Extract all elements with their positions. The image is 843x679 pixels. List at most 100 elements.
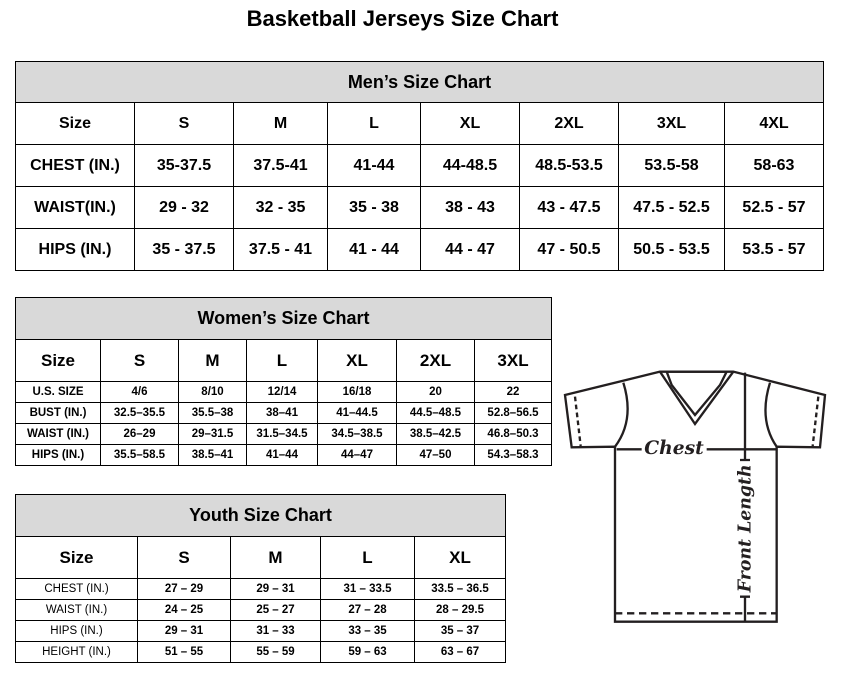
row-label: CHEST (IN.): [15, 578, 138, 600]
left-armhole: [614, 382, 629, 448]
table-cell: 55 – 59: [230, 641, 321, 663]
table-cell: 44 - 47: [420, 228, 520, 271]
table-cell: 38–41: [246, 402, 318, 424]
table-cell: 35.5–58.5: [100, 444, 179, 466]
column-header: XL: [413, 536, 507, 579]
column-header: L: [327, 102, 421, 145]
table-heading: Men’s Size Chart: [15, 61, 824, 103]
table-cell: 16/18: [317, 381, 397, 403]
table-cell: 29 – 31: [230, 578, 321, 600]
table-cell: 35.5–38: [178, 402, 247, 424]
table-cell: 31.5–34.5: [246, 423, 318, 445]
column-header: M: [178, 339, 247, 382]
table-cell: 35 - 38: [327, 186, 421, 229]
table-cell: 44.5–48.5: [396, 402, 475, 424]
column-header: L: [320, 536, 415, 579]
table-cell: 63 – 67: [413, 641, 507, 663]
right-sleeve-seam: [811, 396, 820, 447]
column-header: Size: [15, 102, 135, 145]
table-cell: 50.5 - 53.5: [618, 228, 725, 271]
table-row: BUST (IN.) 32.5–35.5 35.5–38 38–41 41–44.5 44…: [15, 402, 553, 424]
table-cell: 33 – 35: [320, 620, 415, 642]
table-cell: 32.5–35.5: [100, 402, 179, 424]
column-header: L: [246, 339, 318, 382]
shirt-outline: [563, 370, 827, 623]
table-cell: 31 – 33: [230, 620, 321, 642]
row-label: CHEST (IN.): [15, 144, 135, 187]
column-header: 2XL: [396, 339, 475, 382]
table-cell: 27 – 29: [137, 578, 231, 600]
column-header: Size: [15, 339, 101, 382]
table-cell: 43 - 47.5: [519, 186, 619, 229]
table-row: HIPS (IN.) 35 - 37.5 37.5 - 41 41 - 44 44 - …: [15, 228, 824, 271]
table-cell: 33.5 – 36.5: [413, 578, 507, 600]
table-row: HIPS (IN.) 35.5–58.5 38.5–41 41–44 44–47 47–5…: [15, 444, 553, 466]
row-label: HEIGHT (IN.): [15, 641, 138, 663]
table-cell: 34.5–38.5: [317, 423, 397, 445]
chest-label: Chest: [644, 437, 704, 459]
column-header: S: [137, 536, 231, 579]
table-row: WAIST(IN.) 29 - 32 32 - 35 35 - 38 38 - 43 43…: [15, 186, 824, 229]
column-header: 4XL: [724, 102, 824, 145]
table-cell: 38.5–41: [178, 444, 247, 466]
table-cell: 41 - 44: [327, 228, 421, 271]
table-cell: 22: [473, 381, 553, 403]
table-row: HIPS (IN.) 29 – 31 31 – 33 33 – 35 35 – 37: [15, 620, 507, 642]
table-cell: 41–44.5: [317, 402, 397, 424]
table-cell: 35-37.5: [134, 144, 234, 187]
column-header: S: [100, 339, 179, 382]
table-cell: 59 – 63: [320, 641, 415, 663]
collar-inner: [664, 370, 729, 417]
table-cell: 41-44: [327, 144, 421, 187]
jersey-diagram: Chest Front Length: [563, 370, 827, 623]
header-row: Size S M L XL: [15, 536, 507, 579]
table-cell: 28 – 29.5: [413, 599, 507, 621]
table-cell: 38.5–42.5: [396, 423, 475, 445]
left-sleeve-seam: [573, 396, 582, 447]
column-header: Size: [15, 536, 138, 579]
mens-size-table: Men’s Size Chart Size S M L XL 2XL 3XL 4XL CHEST …: [15, 61, 824, 271]
table-cell: 35 – 37: [413, 620, 507, 642]
column-header: 3XL: [618, 102, 725, 145]
row-label: WAIST (IN.): [15, 423, 101, 445]
table-cell: 29 – 31: [137, 620, 231, 642]
table-cell: 54.3–58.3: [473, 444, 553, 466]
row-label: BUST (IN.): [15, 402, 101, 424]
table-cell: 44–47: [317, 444, 397, 466]
table-cell: 58-63: [724, 144, 824, 187]
table-cell: 44-48.5: [420, 144, 520, 187]
column-header: S: [134, 102, 234, 145]
row-label: WAIST (IN.): [15, 599, 138, 621]
column-header: XL: [317, 339, 397, 382]
table-cell: 52.5 - 57: [724, 186, 824, 229]
table-cell: 24 – 25: [137, 599, 231, 621]
column-header: 2XL: [519, 102, 619, 145]
page-title: Basketball Jerseys Size Chart: [246, 6, 559, 31]
row-label: WAIST(IN.): [15, 186, 135, 229]
table-heading: Women’s Size Chart: [14, 297, 553, 340]
table-heading: Youth Size Chart: [14, 494, 507, 537]
table-cell: 32 - 35: [233, 186, 328, 229]
womens-size-table: Women’s Size Chart Size S M L XL 2XL 3XL U.S. SI…: [14, 297, 553, 466]
youth-size-table: Youth Size Chart Size S M L XL CHEST (IN.) 27 –…: [14, 494, 507, 663]
table-cell: 38 - 43: [420, 186, 520, 229]
column-header: M: [233, 102, 328, 145]
table-cell: 27 – 28: [320, 599, 415, 621]
table-row: HEIGHT (IN.) 51 – 55 55 – 59 59 – 63 63 – 67: [15, 641, 507, 663]
column-header: M: [230, 536, 321, 579]
front-length-label: Front Length: [736, 464, 756, 593]
table-cell: 29 - 32: [134, 186, 234, 229]
table-cell: 47–50: [396, 444, 475, 466]
table-row: WAIST (IN.) 26–29 29–31.5 31.5–34.5 34.5–38.…: [15, 423, 553, 445]
table-cell: 35 - 37.5: [134, 228, 234, 271]
table-cell: 20: [396, 381, 475, 403]
header-row: Size S M L XL 2XL 3XL 4XL: [15, 102, 824, 145]
header-row: Size S M L XL 2XL 3XL: [15, 339, 553, 382]
table-cell: 51 – 55: [137, 641, 231, 663]
table-cell: 47.5 - 52.5: [618, 186, 725, 229]
table-cell: 41–44: [246, 444, 318, 466]
table-row: WAIST (IN.) 24 – 25 25 – 27 27 – 28 28 – 29.…: [15, 599, 507, 621]
table-cell: 8/10: [178, 381, 247, 403]
table-cell: 12/14: [246, 381, 318, 403]
table-cell: 53.5 - 57: [724, 228, 824, 271]
